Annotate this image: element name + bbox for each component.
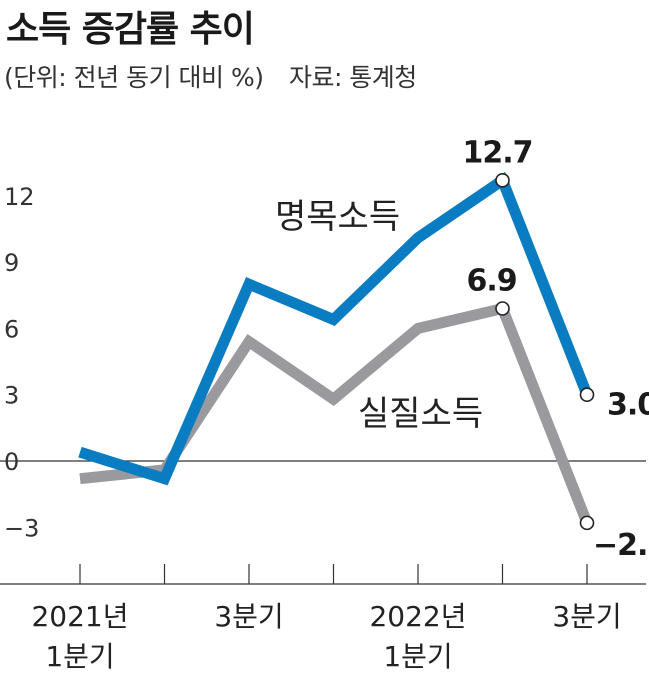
x-tick-label: 3분기	[552, 600, 621, 633]
data-point-marker	[579, 387, 595, 403]
data-label: 12.7	[463, 135, 533, 170]
x-tick-label: 2022년	[369, 600, 466, 633]
y-tick-label: 0	[4, 448, 19, 476]
series-line	[79, 302, 593, 525]
source-note: 자료: 통계청	[288, 63, 417, 92]
series-label: 실질소득	[358, 394, 483, 434]
y-tick-label: 9	[4, 249, 19, 277]
y-tick-label: 6	[4, 315, 19, 343]
data-label: 6.9	[467, 264, 517, 299]
data-label: −2.8	[593, 528, 649, 563]
data-point-marker	[579, 515, 595, 531]
y-tick-label: −3	[4, 514, 39, 542]
chart-subtitle: (단위: 전년 동기 대비 %) 자료: 통계청	[4, 58, 417, 94]
x-tick-label: 3분기	[214, 600, 283, 633]
data-point-marker	[495, 173, 510, 188]
x-tick-label: 2021년	[31, 600, 128, 633]
series-label: 명목소득	[275, 197, 400, 237]
x-tick-label: 1분기	[45, 640, 114, 673]
x-tick-label: 1분기	[383, 640, 452, 673]
y-tick-label: 12	[4, 183, 35, 211]
y-tick-label: 3	[4, 382, 19, 410]
data-point-marker	[495, 301, 510, 316]
chart-title: 소득 증감률 추이	[6, 9, 255, 50]
data-label: 3.0	[607, 388, 649, 423]
unit-note: (단위: 전년 동기 대비 %)	[4, 63, 264, 92]
